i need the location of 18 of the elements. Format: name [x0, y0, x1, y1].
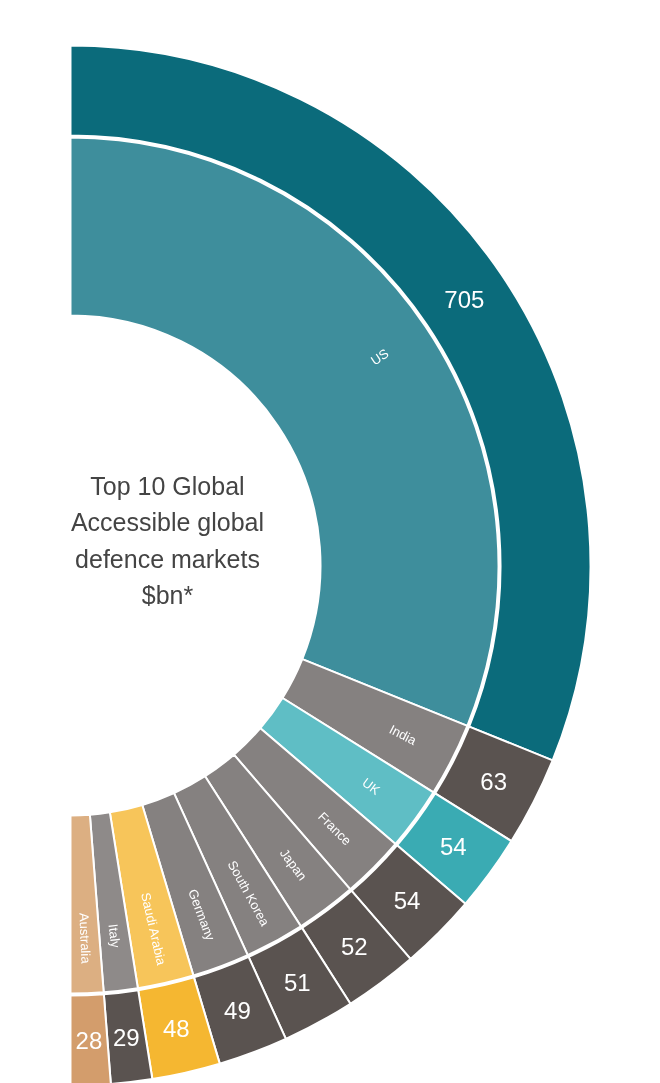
data-label: 54: [439, 833, 467, 861]
slice-label: Italy: [105, 923, 124, 950]
slice-label: Saudi Arabia: [137, 891, 170, 968]
data-label: 48: [162, 1015, 190, 1043]
slice-label: Australia: [76, 912, 94, 965]
slice-label: India: [386, 721, 420, 749]
data-label: 52: [341, 932, 368, 960]
data-label: 51: [283, 969, 311, 997]
data-label: 63: [480, 767, 508, 795]
data-label: 29: [113, 1023, 140, 1051]
data-label: 54: [393, 887, 421, 915]
slice-label: UK: [359, 774, 384, 798]
data-label: 49: [224, 996, 251, 1024]
data-label: 28: [75, 1026, 103, 1054]
slice-label: US: [368, 345, 392, 369]
slice-label: South Korea: [224, 857, 273, 930]
text: Top 10 Global Accessible global defence markets $bn*: [70, 471, 265, 610]
data-label: 705: [444, 286, 485, 314]
